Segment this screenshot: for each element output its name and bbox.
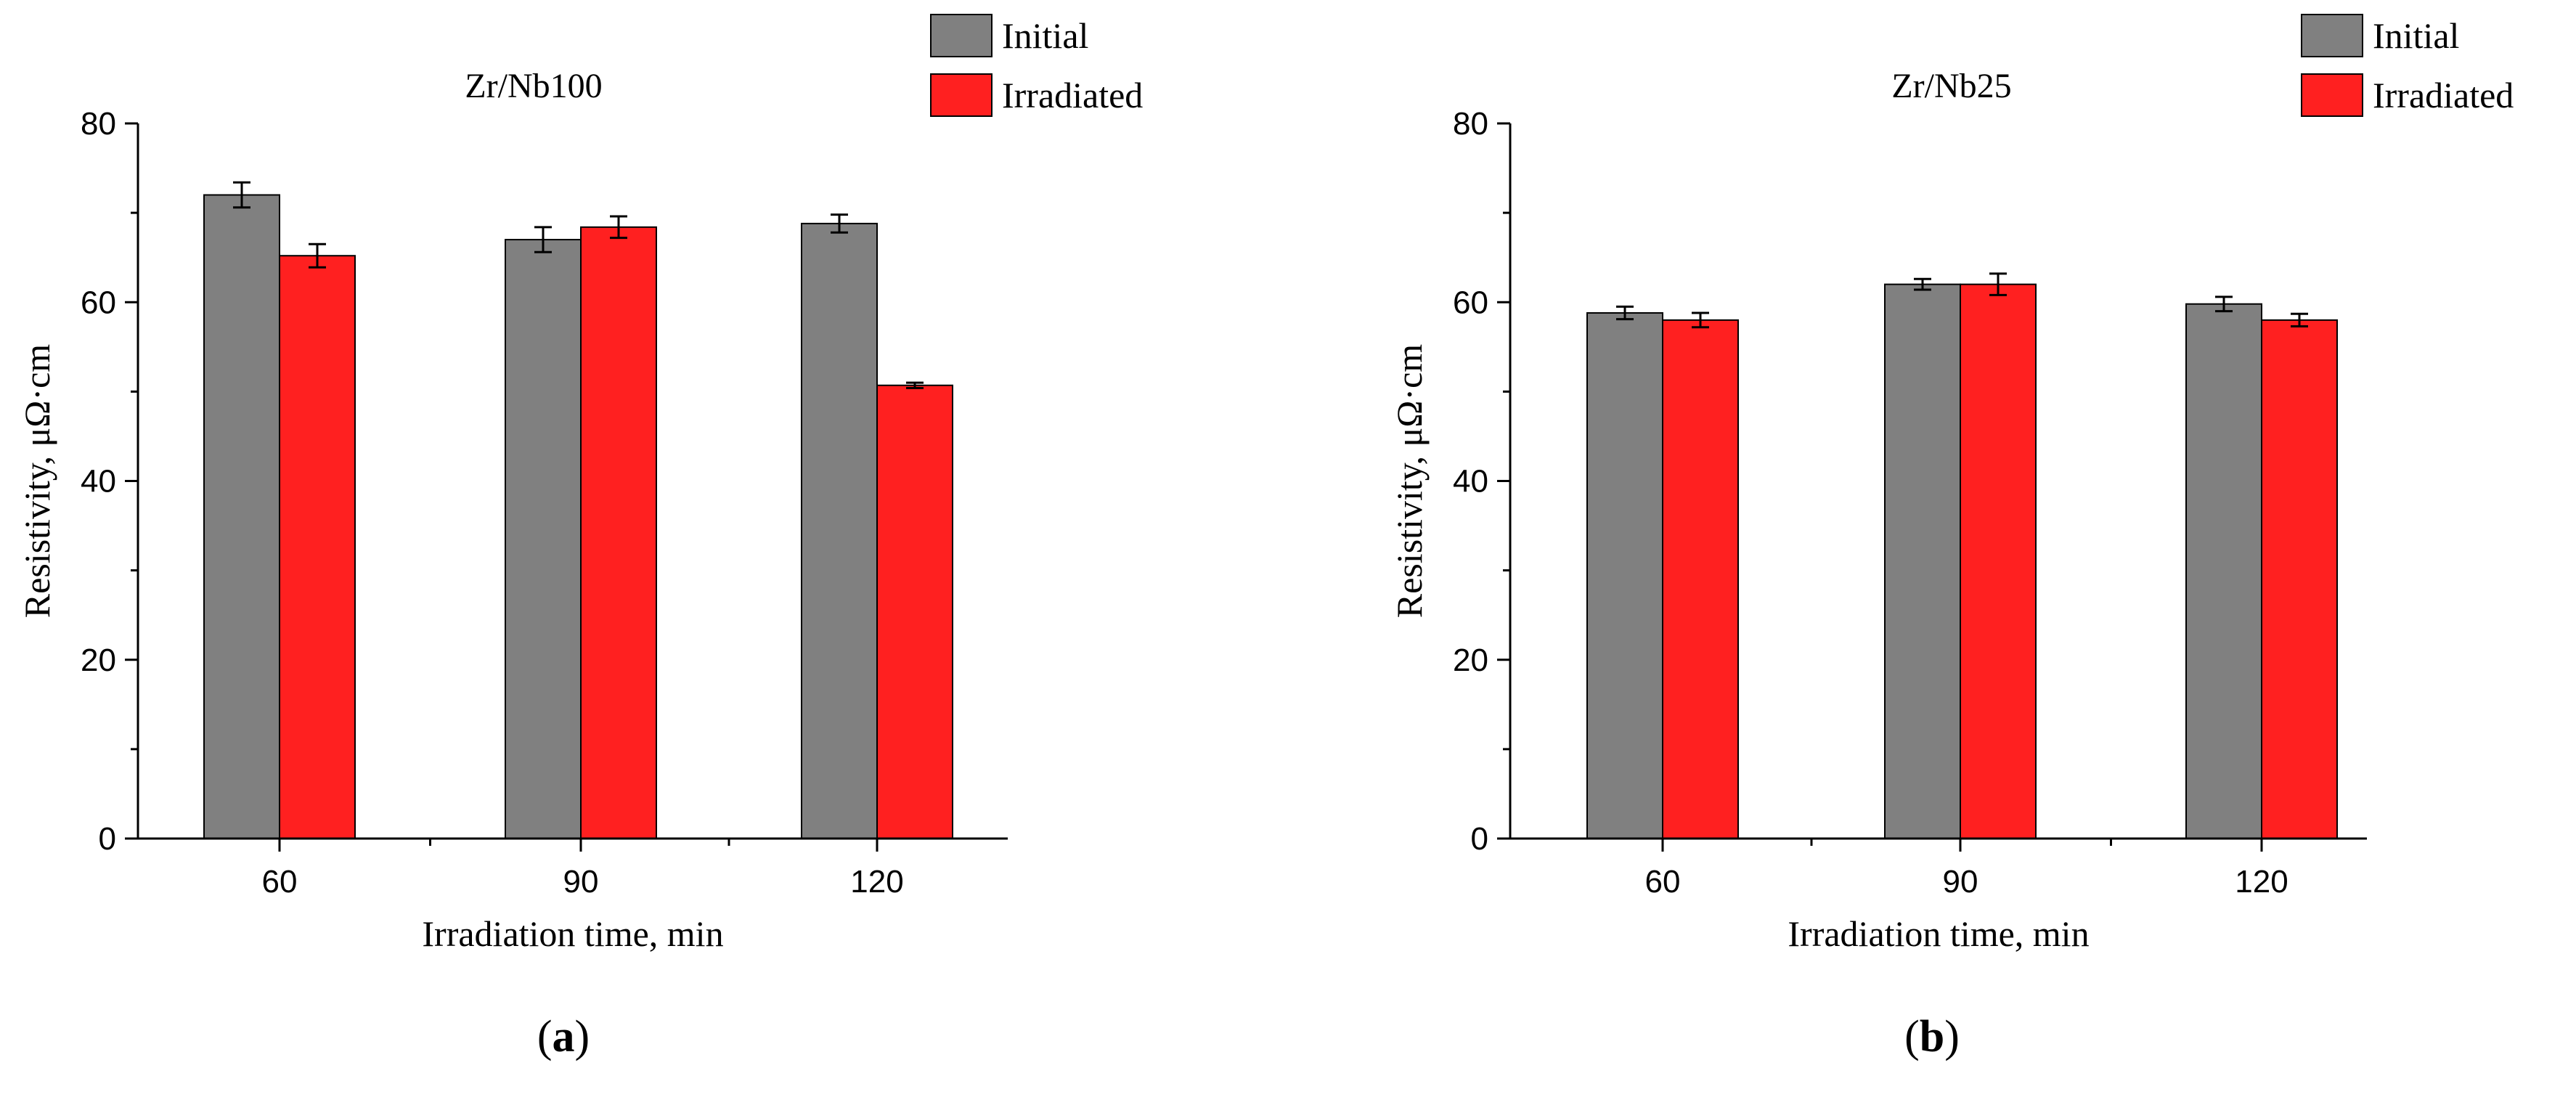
legend: Initial Irradiated bbox=[930, 14, 1143, 117]
x-axis-title: Irradiation time, min bbox=[1788, 913, 2089, 954]
y-tick-label: 60 bbox=[1453, 285, 1488, 320]
legend-swatch-initial bbox=[2301, 14, 2363, 57]
y-tick-label: 40 bbox=[1453, 464, 1488, 499]
x-tick-label: 60 bbox=[1645, 864, 1681, 900]
x-tick-label: 60 bbox=[262, 864, 298, 900]
x-tick-label: 90 bbox=[563, 864, 599, 900]
legend: Initial Irradiated bbox=[2301, 14, 2514, 117]
bar-initial-120 bbox=[801, 222, 878, 839]
error-bar bbox=[1616, 305, 1634, 321]
x-tick-label: 90 bbox=[1943, 864, 1978, 900]
bar-irradiated-60 bbox=[1662, 319, 1739, 839]
y-tick-label: 20 bbox=[81, 643, 116, 678]
error-bar bbox=[610, 215, 627, 240]
bar-irradiated-90 bbox=[1960, 283, 2037, 839]
chart-a: 0 20 40 60 80 60 90 120 Zr/Nb100 Irradiation time… bbox=[17, 14, 1143, 1061]
error-bar bbox=[233, 181, 250, 209]
legend-swatch-irradiated bbox=[2301, 73, 2363, 117]
error-bar bbox=[2215, 295, 2233, 313]
bar-initial-60 bbox=[1586, 312, 1663, 839]
x-axis-title: Irradiation time, min bbox=[422, 913, 723, 954]
bar-initial-120 bbox=[2185, 303, 2262, 839]
y-axis-title: Resistivity, μΩ·cm bbox=[1389, 344, 1430, 618]
subfigure-label: (b) bbox=[1904, 1012, 1960, 1061]
error-bar bbox=[1989, 272, 2007, 296]
bar-initial-60 bbox=[203, 194, 280, 839]
legend-label-irradiated: Irradiated bbox=[2373, 75, 2514, 115]
error-bar bbox=[1692, 311, 1709, 329]
error-bar bbox=[2291, 312, 2308, 327]
x-tick-label: 120 bbox=[2235, 864, 2288, 900]
y-axis-title: Resistivity, μΩ·cm bbox=[17, 344, 57, 618]
bar-irradiated-90 bbox=[580, 226, 657, 839]
bar-initial-90 bbox=[1884, 283, 1961, 839]
y-tick-label: 60 bbox=[81, 285, 116, 320]
chart-title: Zr/Nb100 bbox=[465, 67, 602, 105]
error-bar bbox=[906, 381, 924, 389]
y-tick-label: 80 bbox=[1453, 106, 1488, 142]
error-bar bbox=[831, 213, 848, 234]
legend-swatch-initial bbox=[930, 14, 993, 57]
legend-label-initial: Initial bbox=[1002, 15, 1088, 56]
chart-title: Zr/Nb25 bbox=[1891, 67, 2011, 105]
subfigure-label: (a) bbox=[537, 1012, 590, 1061]
bar-initial-90 bbox=[505, 239, 582, 839]
bar-irradiated-120 bbox=[2261, 319, 2338, 839]
bar-irradiated-60 bbox=[279, 255, 356, 840]
error-bar bbox=[1914, 277, 1931, 291]
legend-label-initial: Initial bbox=[2373, 15, 2459, 56]
bar-irradiated-120 bbox=[876, 384, 953, 839]
chart-b: 0 20 40 60 80 60 90 120 Zr/Nb25 Irradiation time,… bbox=[1389, 14, 2514, 1061]
error-bar bbox=[309, 242, 326, 269]
x-tick-label: 120 bbox=[850, 864, 903, 900]
y-tick-label: 0 bbox=[1471, 821, 1488, 857]
error-bar bbox=[534, 226, 552, 253]
y-tick-label: 80 bbox=[81, 106, 116, 142]
y-tick-label: 20 bbox=[1453, 643, 1488, 678]
y-tick-label: 40 bbox=[81, 464, 116, 499]
y-tick-label: 0 bbox=[99, 821, 116, 857]
legend-swatch-irradiated bbox=[930, 73, 993, 117]
legend-label-irradiated: Irradiated bbox=[1002, 75, 1143, 115]
